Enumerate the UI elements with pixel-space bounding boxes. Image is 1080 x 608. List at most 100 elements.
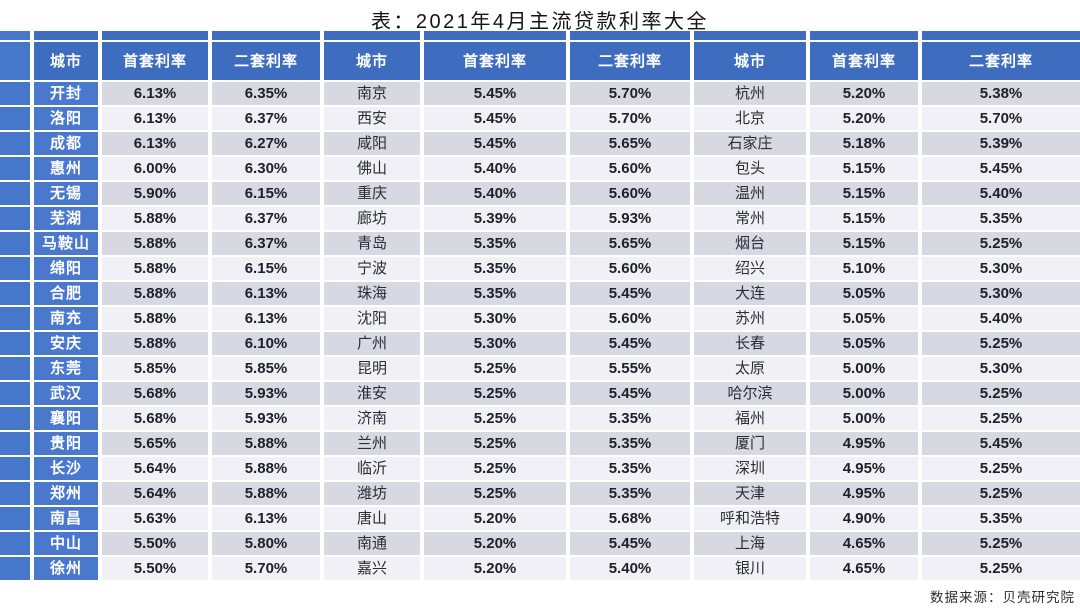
first-rate-cell: 6.13% xyxy=(102,82,208,105)
first-rate-cell: 5.65% xyxy=(102,432,208,455)
second-rate-cell: 5.45% xyxy=(570,332,690,355)
first-rate-cell: 5.05% xyxy=(810,307,918,330)
first-rate-cell: 5.00% xyxy=(810,382,918,405)
first-rate-cell: 4.65% xyxy=(810,557,918,580)
data-source: 数据来源：贝壳研究院 xyxy=(930,590,1075,605)
second-rate-cell: 6.30% xyxy=(212,157,320,180)
city-cell: 北京 xyxy=(694,107,806,130)
header-first-rate-1: 首套利率 xyxy=(102,42,208,80)
first-rate-cell: 4.95% xyxy=(810,432,918,455)
first-rate-cell: 5.50% xyxy=(102,557,208,580)
row-strip xyxy=(0,232,30,255)
row-strip xyxy=(0,307,30,330)
first-rate-cell: 5.10% xyxy=(810,257,918,280)
city-cell: 上海 xyxy=(694,532,806,555)
first-rate-cell: 5.15% xyxy=(810,232,918,255)
city-cell: 中山 xyxy=(34,532,98,555)
header-top-band xyxy=(570,31,690,40)
first-rate-cell: 5.25% xyxy=(424,482,566,505)
city-cell: 福州 xyxy=(694,407,806,430)
second-rate-cell: 5.93% xyxy=(212,407,320,430)
city-cell: 淮安 xyxy=(324,382,420,405)
first-rate-cell: 5.40% xyxy=(424,182,566,205)
city-cell: 成都 xyxy=(34,132,98,155)
city-cell: 东莞 xyxy=(34,357,98,380)
header-top-band xyxy=(922,31,1080,40)
city-cell: 廊坊 xyxy=(324,207,420,230)
first-rate-cell: 5.64% xyxy=(102,482,208,505)
first-rate-cell: 5.30% xyxy=(424,307,566,330)
row-strip xyxy=(0,507,30,530)
city-cell: 安庆 xyxy=(34,332,98,355)
city-cell: 温州 xyxy=(694,182,806,205)
city-cell: 徐州 xyxy=(34,557,98,580)
second-rate-cell: 5.30% xyxy=(922,257,1080,280)
first-rate-cell: 5.25% xyxy=(424,407,566,430)
second-rate-cell: 5.65% xyxy=(570,132,690,155)
city-cell: 嘉兴 xyxy=(324,557,420,580)
row-strip xyxy=(0,282,30,305)
first-rate-cell: 5.00% xyxy=(810,357,918,380)
header-top-band xyxy=(102,31,208,40)
city-cell: 南昌 xyxy=(34,507,98,530)
second-rate-cell: 5.25% xyxy=(922,407,1080,430)
second-rate-cell: 5.45% xyxy=(922,157,1080,180)
second-rate-cell: 6.15% xyxy=(212,257,320,280)
first-rate-cell: 4.95% xyxy=(810,457,918,480)
city-cell: 哈尔滨 xyxy=(694,382,806,405)
city-cell: 武汉 xyxy=(34,382,98,405)
first-rate-cell: 5.88% xyxy=(102,307,208,330)
first-rate-cell: 5.00% xyxy=(810,407,918,430)
second-rate-cell: 5.35% xyxy=(922,207,1080,230)
city-cell: 石家庄 xyxy=(694,132,806,155)
second-rate-cell: 5.80% xyxy=(212,532,320,555)
header-top-band xyxy=(212,31,320,40)
rates-table: 城市 首套利率 二套利率 城市 首套利率 二套利率 城市 首套利率 二套利率 开… xyxy=(0,31,1080,580)
first-rate-cell: 5.15% xyxy=(810,182,918,205)
header-first-rate-2: 首套利率 xyxy=(424,42,566,80)
second-rate-cell: 5.70% xyxy=(922,107,1080,130)
second-rate-cell: 5.93% xyxy=(570,207,690,230)
second-rate-cell: 5.25% xyxy=(922,232,1080,255)
second-rate-cell: 6.10% xyxy=(212,332,320,355)
second-rate-cell: 6.37% xyxy=(212,207,320,230)
first-rate-cell: 5.39% xyxy=(424,207,566,230)
first-rate-cell: 5.20% xyxy=(810,82,918,105)
first-rate-cell: 6.13% xyxy=(102,132,208,155)
first-rate-cell: 5.90% xyxy=(102,182,208,205)
city-cell: 襄阳 xyxy=(34,407,98,430)
row-strip xyxy=(0,432,30,455)
second-rate-cell: 5.40% xyxy=(922,307,1080,330)
second-rate-cell: 5.85% xyxy=(212,357,320,380)
first-rate-cell: 5.88% xyxy=(102,207,208,230)
first-rate-cell: 5.05% xyxy=(810,282,918,305)
second-rate-cell: 5.40% xyxy=(922,182,1080,205)
header-top-band xyxy=(0,31,30,40)
row-strip xyxy=(0,257,30,280)
first-rate-cell: 5.64% xyxy=(102,457,208,480)
header-first-rate-3: 首套利率 xyxy=(810,42,918,80)
second-rate-cell: 5.70% xyxy=(570,82,690,105)
second-rate-cell: 5.45% xyxy=(570,382,690,405)
header-top-band xyxy=(810,31,918,40)
second-rate-cell: 5.45% xyxy=(570,532,690,555)
first-rate-cell: 4.90% xyxy=(810,507,918,530)
first-rate-cell: 5.35% xyxy=(424,232,566,255)
second-rate-cell: 5.88% xyxy=(212,457,320,480)
first-rate-cell: 5.05% xyxy=(810,332,918,355)
second-rate-cell: 5.25% xyxy=(922,532,1080,555)
first-rate-cell: 5.45% xyxy=(424,107,566,130)
city-cell: 广州 xyxy=(324,332,420,355)
second-rate-cell: 5.35% xyxy=(570,407,690,430)
second-rate-cell: 5.25% xyxy=(922,557,1080,580)
first-rate-cell: 5.88% xyxy=(102,257,208,280)
city-cell: 长春 xyxy=(694,332,806,355)
city-cell: 大连 xyxy=(694,282,806,305)
first-rate-cell: 5.45% xyxy=(424,82,566,105)
second-rate-cell: 5.60% xyxy=(570,307,690,330)
city-cell: 唐山 xyxy=(324,507,420,530)
first-rate-cell: 5.40% xyxy=(424,157,566,180)
first-rate-cell: 5.45% xyxy=(424,132,566,155)
second-rate-cell: 6.35% xyxy=(212,82,320,105)
